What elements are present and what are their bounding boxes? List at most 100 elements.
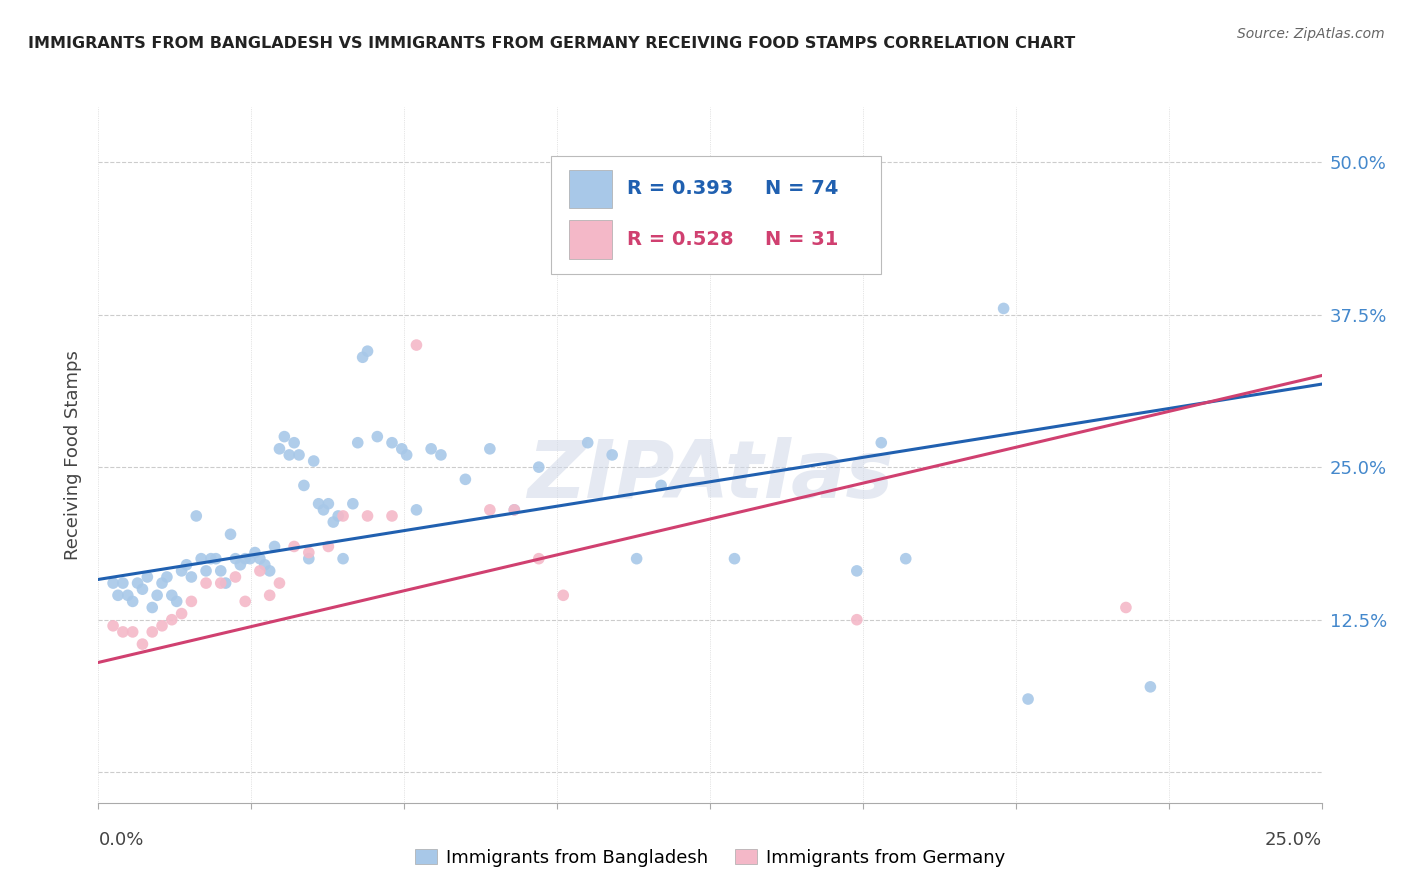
Point [170,607,193,621]
Point [273,429,295,443]
Point [288,448,311,462]
Point [224,570,246,584]
Point [626,551,648,566]
Point [322,515,344,529]
Point [298,545,321,559]
Point [312,503,335,517]
Point [233,551,256,566]
Point [553,588,575,602]
Point [111,576,134,591]
Point [366,429,388,443]
Point [150,576,173,591]
Point [180,570,202,584]
Point [352,351,374,365]
Point [650,478,672,492]
Point [993,301,1015,316]
Point [381,508,404,523]
Point [269,576,291,591]
Bar [569,169,612,208]
Text: N = 74: N = 74 [765,179,838,198]
Point [600,448,623,462]
Point [170,564,193,578]
Point [209,576,232,591]
Point [478,442,501,456]
Point [342,497,364,511]
Point [219,527,242,541]
Point [405,338,427,352]
Point [332,508,354,523]
Point [430,448,453,462]
Point [205,551,228,566]
Point [150,619,173,633]
Point [845,564,868,578]
Point [269,442,291,456]
Text: N = 31: N = 31 [765,230,838,249]
Point [292,478,315,492]
Point [233,594,256,608]
Point [1017,692,1039,706]
Point [748,246,770,260]
Point [1139,680,1161,694]
Point [263,540,285,554]
Point [176,558,198,572]
Text: 0.0%: 0.0% [98,830,143,848]
FancyBboxPatch shape [551,156,882,274]
Point [156,570,179,584]
Bar [569,220,612,259]
Point [298,551,321,566]
Point [332,551,354,566]
Point [209,564,232,578]
Point [278,448,301,462]
Point [381,435,404,450]
Point [650,167,672,181]
Point [141,624,163,639]
Y-axis label: Receiving Food Stamps: Receiving Food Stamps [63,350,82,560]
Point [200,551,222,566]
Text: 25.0%: 25.0% [1264,830,1322,848]
Point [253,558,276,572]
Point [302,454,325,468]
Point [870,435,893,450]
Point [131,637,153,651]
Point [308,497,330,511]
Point [117,588,139,602]
Point [136,570,159,584]
Point [503,503,526,517]
Point [283,540,305,554]
Text: IMMIGRANTS FROM BANGLADESH VS IMMIGRANTS FROM GERMANY RECEIVING FOOD STAMPS CORR: IMMIGRANTS FROM BANGLADESH VS IMMIGRANTS… [28,36,1076,51]
Point [195,564,218,578]
Point [121,624,143,639]
Point [101,619,124,633]
Point [894,551,917,566]
Point [328,508,350,523]
Point [318,540,340,554]
Text: R = 0.528: R = 0.528 [627,230,734,249]
Legend: Immigrants from Bangladesh, Immigrants from Germany: Immigrants from Bangladesh, Immigrants f… [408,841,1012,874]
Point [195,576,218,591]
Point [111,624,134,639]
Point [503,503,526,517]
Point [214,576,236,591]
Point [107,588,129,602]
Point [845,613,868,627]
Point [101,576,124,591]
Point [190,551,212,566]
Point [249,564,271,578]
Point [239,551,262,566]
Point [420,442,443,456]
Text: R = 0.393: R = 0.393 [627,179,733,198]
Point [224,551,246,566]
Point [283,435,305,450]
Point [356,344,378,359]
Point [180,594,202,608]
Point [229,558,252,572]
Point [259,588,281,602]
Point [121,594,143,608]
Point [160,588,183,602]
Point [527,551,550,566]
Point [131,582,153,597]
Point [723,551,745,566]
Text: ZIPAtlas: ZIPAtlas [527,437,893,515]
Point [356,508,378,523]
Point [127,576,149,591]
